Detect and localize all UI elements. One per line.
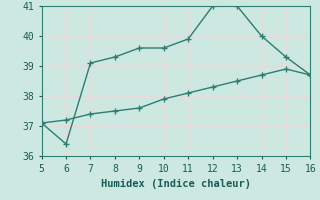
- X-axis label: Humidex (Indice chaleur): Humidex (Indice chaleur): [101, 179, 251, 189]
